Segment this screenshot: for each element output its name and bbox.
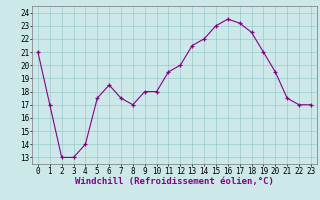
X-axis label: Windchill (Refroidissement éolien,°C): Windchill (Refroidissement éolien,°C) — [75, 177, 274, 186]
